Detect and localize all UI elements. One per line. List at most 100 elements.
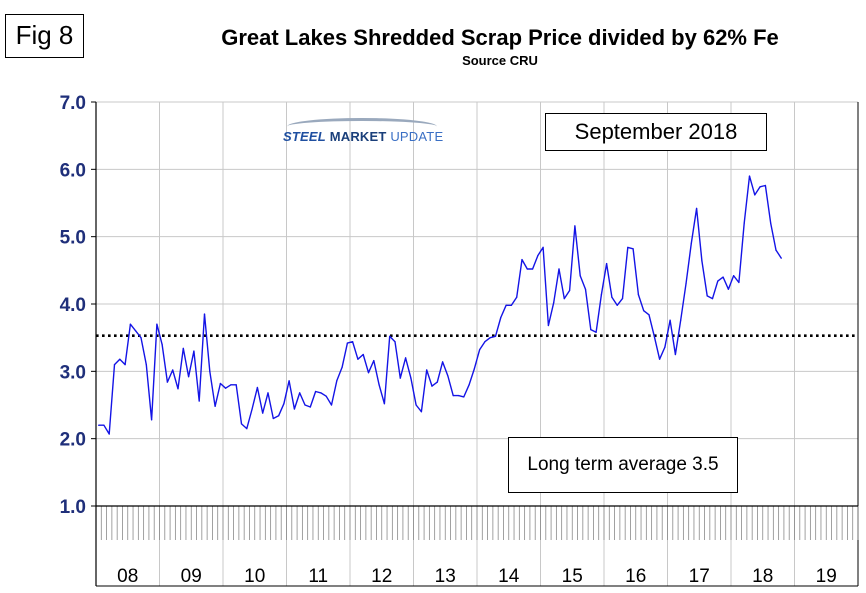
data-point	[156, 323, 158, 325]
data-point	[304, 404, 306, 406]
data-point	[415, 404, 417, 406]
logo-arc	[287, 118, 437, 135]
data-point	[299, 392, 301, 394]
y-tick-label: 5.0	[60, 228, 86, 249]
data-point	[600, 294, 603, 296]
data-point	[505, 304, 507, 306]
data-point	[214, 405, 216, 407]
data-point	[135, 330, 137, 332]
data-point	[447, 375, 449, 377]
year-label: 14	[498, 566, 520, 587]
data-point	[584, 288, 587, 290]
series-layer	[98, 175, 782, 435]
data-point	[103, 424, 105, 426]
data-point	[690, 242, 692, 244]
steel-market-update-logo: STEEL MARKET UPDATE	[283, 129, 443, 144]
data-point	[754, 194, 756, 196]
data-point	[320, 392, 322, 394]
data-point	[420, 411, 422, 413]
date-annotation: September 2018	[545, 113, 767, 151]
data-point	[764, 184, 767, 187]
data-point	[643, 310, 645, 312]
data-point	[479, 349, 481, 351]
figure-label: Fig 8	[5, 14, 84, 58]
data-point	[272, 417, 274, 420]
data-point	[283, 403, 285, 405]
y-tick-label: 7.0	[60, 93, 86, 114]
data-point	[532, 268, 534, 270]
data-point	[452, 395, 454, 397]
data-point	[394, 341, 396, 343]
year-label: 11	[308, 566, 328, 587]
data-point	[669, 319, 671, 321]
data-point	[526, 268, 528, 270]
data-point	[166, 381, 168, 383]
data-point	[293, 408, 295, 410]
data-point	[124, 364, 126, 366]
data-point	[595, 331, 597, 333]
data-point	[219, 382, 221, 385]
data-point	[267, 392, 269, 394]
data-point	[330, 404, 333, 406]
data-point	[288, 380, 290, 382]
data-point	[362, 353, 364, 356]
data-point	[516, 296, 518, 298]
data-point	[172, 369, 174, 371]
data-point	[484, 341, 486, 343]
data-point	[727, 288, 730, 290]
data-point	[621, 298, 624, 300]
data-point	[659, 358, 661, 360]
data-point	[193, 350, 195, 352]
data-point	[256, 386, 258, 389]
data-point	[627, 246, 629, 248]
data-point	[632, 248, 634, 250]
data-point	[500, 316, 502, 319]
data-point	[648, 314, 650, 316]
data-point	[198, 400, 200, 402]
data-point	[717, 280, 719, 282]
data-point	[405, 357, 407, 359]
data-point	[664, 346, 666, 348]
year-label: 18	[752, 566, 773, 587]
year-label: 08	[117, 566, 138, 587]
data-point	[574, 225, 576, 227]
data-point	[537, 254, 539, 257]
data-point	[722, 276, 724, 278]
data-point	[161, 343, 163, 345]
data-point	[373, 360, 375, 362]
data-point	[336, 380, 338, 382]
data-point	[431, 385, 433, 387]
average-annotation: Long term average 3.5	[508, 437, 738, 493]
data-point	[436, 381, 438, 383]
y-tick-label: 4.0	[60, 295, 86, 316]
data-point	[494, 335, 497, 337]
year-label: 19	[816, 566, 837, 587]
data-point	[696, 207, 698, 209]
year-label: 16	[625, 566, 646, 587]
data-point	[378, 384, 380, 386]
data-point	[140, 337, 142, 339]
data-point	[611, 296, 613, 298]
data-point	[637, 294, 640, 296]
data-point	[510, 304, 512, 306]
logo-market: MARKET	[329, 129, 387, 144]
y-tick-label: 1.0	[60, 497, 86, 518]
data-point	[674, 353, 677, 356]
data-point	[98, 424, 100, 426]
year-label: 09	[181, 566, 202, 587]
data-point	[733, 275, 735, 277]
y-tick-label: 6.0	[60, 160, 86, 181]
data-point	[278, 415, 280, 417]
data-point	[399, 377, 401, 379]
year-label: 15	[562, 566, 583, 587]
data-point	[468, 384, 470, 386]
data-point	[542, 246, 544, 248]
data-point	[569, 289, 571, 292]
data-point	[680, 319, 682, 321]
data-point	[759, 186, 761, 188]
data-point	[230, 384, 232, 386]
chart-subtitle: Source CRU	[462, 53, 538, 68]
data-point	[706, 295, 708, 297]
tick-labels: 1.0 2.0 3.0 4.0 5.0 6.0 7.0 08 09 10 11 12 13 14 15 16 1…	[60, 93, 837, 587]
